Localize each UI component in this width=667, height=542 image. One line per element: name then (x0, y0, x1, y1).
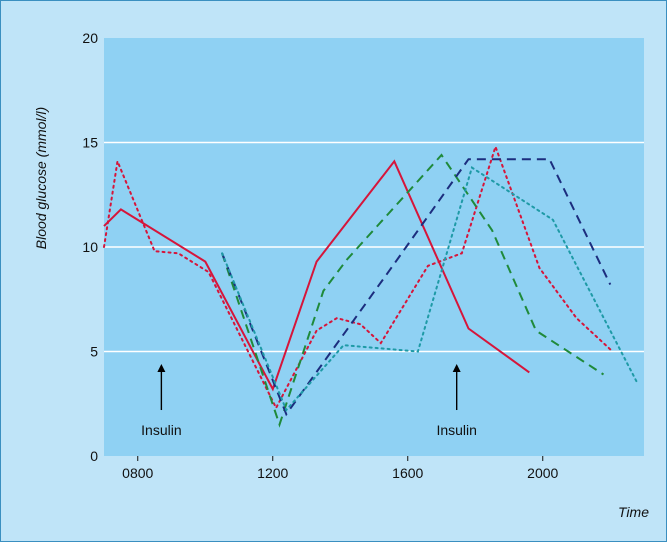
y-tick-label: 5 (90, 344, 98, 360)
series-line-2 (103, 143, 612, 411)
x-tick-label: 1200 (257, 465, 288, 481)
x-axis-ticks: 0800 1200 1600 2000 (122, 456, 559, 481)
series-line-1 (103, 159, 530, 392)
series-lines (103, 143, 639, 428)
series-line-3 (221, 153, 605, 428)
series-line-4 (221, 158, 612, 417)
insulin-annotations: Insulin Insulin (141, 364, 477, 438)
y-tick-label: 15 (82, 135, 98, 151)
y-tick-label: 20 (82, 30, 98, 46)
insulin-label: Insulin (436, 422, 476, 438)
y-tick-label: 10 (82, 239, 98, 255)
y-axis-label: Blood glucose (mmol/l) (33, 107, 49, 249)
insulin-label: Insulin (141, 422, 181, 438)
y-tick-label: 0 (90, 448, 98, 464)
series-line-5 (221, 166, 639, 412)
insulin-arrow-icon (157, 364, 166, 373)
insulin-arrow-icon (452, 364, 461, 373)
y-axis-ticks: 0 5 10 15 20 (82, 30, 98, 464)
x-axis-label: Time (618, 504, 649, 520)
gridlines (104, 141, 644, 353)
x-tick-label: 2000 (527, 465, 558, 481)
x-tick-label: 1600 (392, 465, 423, 481)
x-tick-label: 0800 (122, 465, 153, 481)
